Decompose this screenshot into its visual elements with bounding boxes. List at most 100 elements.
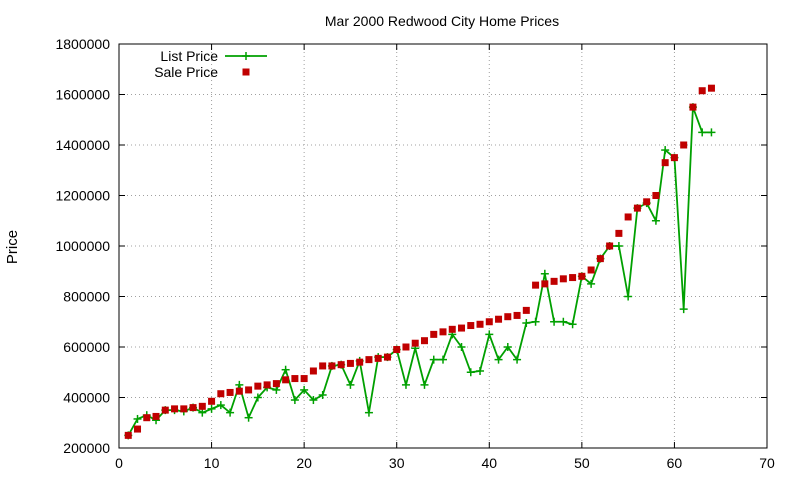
- sale-price-point: [448, 325, 456, 333]
- list-price-point: [346, 380, 355, 389]
- y-tick-label: 800000: [63, 289, 110, 305]
- sale-price-point: [171, 405, 179, 413]
- sale-price-point: [189, 404, 197, 412]
- list-price-point: [133, 414, 142, 423]
- sale-price-point: [624, 213, 632, 221]
- legend-marker-list-price: [242, 52, 250, 60]
- x-tick-label: 30: [389, 455, 405, 471]
- list-price-point: [300, 385, 309, 394]
- list-price-point: [253, 393, 262, 402]
- sale-price-point: [365, 356, 373, 364]
- sale-price-point: [550, 277, 558, 285]
- grid-lines: [119, 44, 767, 448]
- sale-price-point: [263, 381, 271, 389]
- list-price-point: [661, 146, 670, 155]
- list-price-point: [485, 330, 494, 339]
- x-tick-label: 60: [667, 455, 683, 471]
- list-price-point: [707, 128, 716, 137]
- y-tick-label: 600000: [63, 339, 110, 355]
- list-price-point: [614, 242, 623, 250]
- plot-frame: [118, 43, 768, 449]
- list-price-point: [429, 355, 438, 364]
- sale-price-point: [161, 406, 169, 414]
- sale-price-point: [541, 280, 549, 288]
- sale-price-point: [689, 103, 697, 111]
- sale-price-point: [439, 328, 447, 336]
- sale-price-point: [272, 380, 280, 388]
- y-tick-label: 400000: [63, 390, 110, 406]
- list-price-point: [318, 390, 327, 399]
- sale-price-point: [522, 306, 530, 314]
- list-price-point: [198, 408, 207, 417]
- sale-price-point: [374, 354, 382, 362]
- sale-price-point: [254, 382, 262, 390]
- sale-price-point: [587, 266, 595, 274]
- sale-price-point: [393, 346, 401, 354]
- sale-price-point: [430, 330, 438, 338]
- sale-price-point: [633, 204, 641, 212]
- sale-price-point: [495, 315, 503, 323]
- sale-price-point: [467, 322, 475, 330]
- sale-price-point: [152, 412, 160, 420]
- legend-swatch-list-price: [225, 52, 267, 60]
- sale-price-point: [337, 361, 345, 369]
- series-list-price: [124, 103, 716, 440]
- list-price-point: [698, 128, 707, 137]
- list-price-point: [364, 408, 373, 417]
- sale-price-point: [124, 431, 132, 439]
- legend: List Price Sale Price: [154, 48, 267, 80]
- y-tick-label: 1000000: [55, 238, 110, 254]
- list-price-point: [420, 380, 429, 389]
- list-price-point: [531, 317, 540, 326]
- list-price-point: [401, 380, 410, 389]
- list-price-point: [235, 380, 244, 389]
- list-price-point: [540, 269, 549, 278]
- legend-label-sale-price: Sale Price: [154, 64, 218, 80]
- sale-price-point: [513, 311, 521, 319]
- sale-price-point: [245, 386, 253, 394]
- list-price-point: [309, 396, 318, 405]
- list-price-point: [651, 216, 660, 225]
- x-tick-label: 0: [115, 455, 123, 471]
- sale-price-point: [198, 402, 206, 410]
- list-price-point: [522, 319, 531, 328]
- list-price-point: [207, 404, 216, 413]
- sale-price-point: [670, 154, 678, 162]
- list-price-point: [290, 396, 299, 405]
- sale-price-point: [356, 358, 364, 366]
- list-price-point: [494, 355, 503, 364]
- list-price-point: [679, 305, 688, 314]
- sale-price-point: [652, 192, 660, 199]
- sale-price-point: [476, 320, 484, 328]
- y-tick-label: 200000: [63, 440, 110, 456]
- list-price-point: [272, 385, 281, 394]
- list-price-point: [216, 401, 225, 410]
- x-tick-labels: 0 10 20 30 40 50 60 70: [115, 455, 775, 471]
- x-tick-label: 50: [574, 455, 590, 471]
- sale-price-point: [698, 87, 706, 95]
- list-price-point: [550, 317, 559, 326]
- sale-price-point: [569, 274, 577, 282]
- sale-price-point: [309, 367, 317, 375]
- list-price-point: [439, 355, 447, 364]
- sale-price-point: [615, 229, 623, 237]
- list-price-point: [457, 343, 466, 351]
- sale-price-point: [383, 353, 391, 361]
- y-tick-label: 1400000: [55, 137, 110, 153]
- sale-price-point: [411, 339, 419, 347]
- list-price-point: [244, 413, 253, 422]
- list-price-point: [624, 292, 633, 301]
- legend-label-list-price: List Price: [160, 48, 218, 64]
- list-price-point: [513, 355, 522, 364]
- x-tick-label: 70: [759, 455, 775, 471]
- y-tick-label: 1800000: [55, 36, 110, 52]
- sale-price-point: [226, 388, 234, 396]
- list-price-point: [466, 368, 475, 377]
- y-axis-label: Price: [4, 230, 21, 264]
- sale-price-point: [328, 362, 336, 370]
- sale-price-point: [680, 141, 688, 149]
- series-sale-price: [124, 84, 715, 439]
- sale-price-point: [143, 414, 151, 422]
- list-price-line: [127, 106, 712, 436]
